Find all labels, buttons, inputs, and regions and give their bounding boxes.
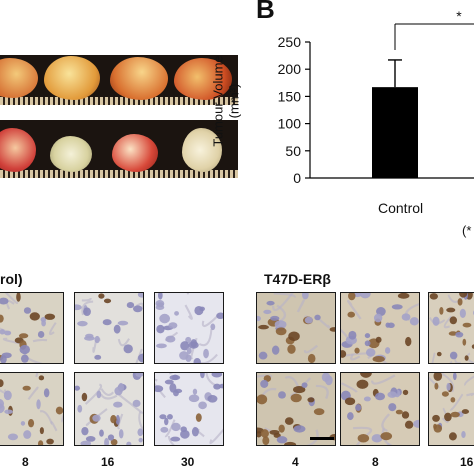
ihc-micrograph-tile [0, 292, 64, 364]
y-tick-label: 100 [278, 116, 302, 132]
bar-control [372, 87, 418, 178]
group-label-left: rol) [0, 271, 23, 287]
y-tick-label: 50 [285, 143, 301, 159]
ihc-micrograph-tile [428, 372, 474, 446]
significance-marker: * [456, 8, 462, 24]
y-axis-label-line1: Tumour Volume [210, 55, 226, 147]
tumour-photo-8 [182, 128, 222, 172]
ihc-micrograph-tile [256, 372, 336, 446]
scale-bar [310, 437, 334, 440]
ihc-micrograph-tile [0, 372, 64, 446]
timepoint-right-2: 8 [372, 455, 379, 469]
ihc-micrograph-tile [340, 372, 420, 446]
tumour-photo-2 [44, 56, 100, 100]
timepoint-right-1: 4 [292, 455, 299, 469]
y-axis-label-line2: (mm³) [226, 83, 242, 119]
y-tick-label: 0 [293, 170, 301, 186]
tumour-volume-chart: 0 50 100 150 200 250 * [278, 8, 474, 186]
y-tick-label: 250 [278, 34, 302, 50]
ihc-micrograph-tile [154, 372, 224, 446]
tumour-photo-6 [50, 136, 92, 172]
tumour-photo-4 [174, 58, 232, 100]
ihc-micrograph-tile [74, 292, 144, 364]
ihc-micrograph-tile [256, 292, 336, 364]
timepoint-right-3: 16 [460, 455, 474, 469]
group-label-right: T47D-ERβ [264, 271, 331, 287]
panel-b-label: B [256, 0, 275, 24]
x-category-label: Control [378, 200, 424, 216]
tumour-photo-5 [0, 128, 36, 172]
y-tick-label: 200 [278, 61, 302, 77]
footnote-partial: (* [462, 223, 472, 238]
timepoint-left-3: 30 [181, 455, 195, 469]
tumour-photo-1 [0, 58, 38, 98]
ihc-micrograph-tile [154, 292, 224, 364]
tumour-photo-3 [110, 57, 168, 100]
timepoint-left-2: 16 [101, 455, 115, 469]
timepoint-left-1: 8 [22, 455, 29, 469]
ihc-micrograph-tile [428, 292, 474, 364]
ihc-micrograph-tile [340, 292, 420, 364]
ihc-micrograph-tile [74, 372, 144, 446]
tumour-photo-7 [112, 134, 158, 172]
y-tick-label: 150 [278, 88, 302, 104]
